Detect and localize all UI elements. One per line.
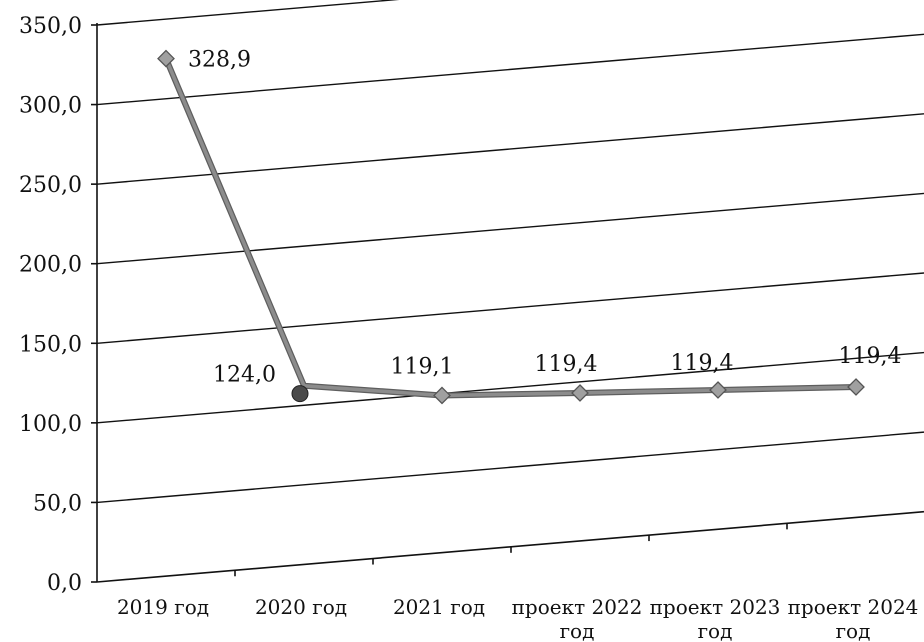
grid-line	[96, 431, 924, 504]
data-point-marker	[433, 386, 451, 405]
series-line-path	[164, 57, 857, 398]
y-tick-label: 350,0	[19, 14, 82, 39]
y-tick-label: 150,0	[19, 332, 82, 357]
grid-line	[96, 113, 924, 185]
grid-lines	[96, 0, 924, 504]
x-tick-label: 2021 год	[393, 595, 485, 619]
data-label: 119,1	[391, 354, 454, 379]
x-tick-label: проект 2024 год	[788, 595, 919, 642]
axes: 0,0 50,0 100,0 150,0 200,0 250,0 300,0 350,0 201…	[19, 14, 924, 642]
series-line-outline	[163, 57, 857, 399]
y-tick-label: 200,0	[19, 253, 82, 278]
data-label: 124,0	[213, 363, 276, 388]
x-tick-label: проект 2022 год	[512, 595, 643, 642]
grid-line	[96, 192, 924, 265]
y-tick-label: 0,0	[47, 571, 82, 596]
y-tick-label: 50,0	[33, 491, 82, 516]
data-point-marker	[157, 49, 175, 68]
data-point-marker	[709, 381, 727, 399]
x-tick-label: 2019 год	[117, 595, 209, 619]
data-labels: 328,9 124,0 119,1 119,4 119,4 119,4	[188, 48, 901, 388]
grid-line	[96, 351, 924, 424]
grid-line	[96, 0, 400, 26]
grid-line	[96, 272, 924, 344]
y-tick-label: 250,0	[19, 173, 82, 198]
x-tick-label: проект 2023 год	[650, 595, 781, 642]
data-label: 119,4	[671, 351, 734, 376]
x-tick-label: 2020 год	[255, 595, 347, 619]
data-label: 119,4	[535, 352, 598, 377]
data-label: 119,4	[839, 344, 902, 369]
y-tick-label: 100,0	[19, 412, 82, 437]
data-point-marker	[847, 378, 865, 396]
data-point-marker	[291, 385, 309, 403]
series-line	[157, 49, 865, 405]
data-label: 328,9	[188, 48, 251, 73]
grid-line	[96, 33, 924, 106]
y-tick-label: 300,0	[19, 94, 82, 119]
data-point-marker	[571, 384, 589, 402]
